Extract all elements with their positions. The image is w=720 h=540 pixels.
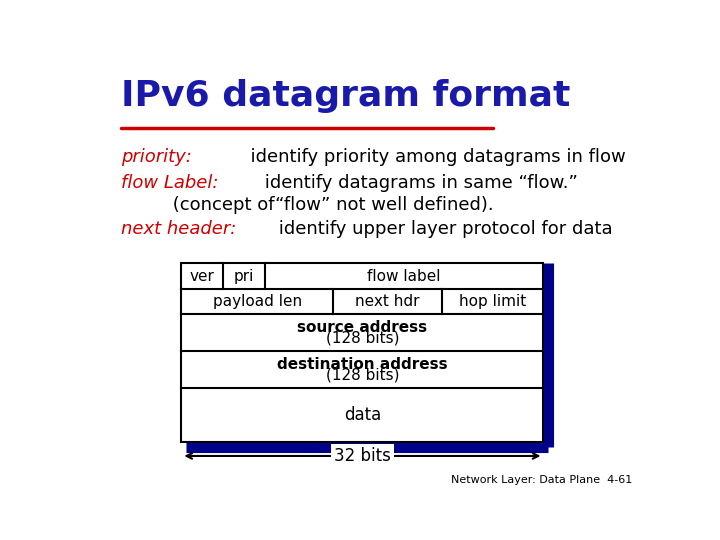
Text: data: data <box>343 406 381 424</box>
Text: source address: source address <box>297 320 428 335</box>
Text: Network Layer: Data Plane  4-61: Network Layer: Data Plane 4-61 <box>451 475 632 485</box>
Text: destination address: destination address <box>277 356 448 372</box>
Text: identify priority among datagrams in flow: identify priority among datagrams in flo… <box>239 148 626 166</box>
Text: 32 bits: 32 bits <box>334 447 391 465</box>
Text: IPv6 datagram format: IPv6 datagram format <box>121 79 570 113</box>
Text: flow Label:: flow Label: <box>121 174 218 192</box>
Text: identify datagrams in same “flow.”: identify datagrams in same “flow.” <box>259 174 578 192</box>
Text: ver: ver <box>190 268 215 284</box>
Text: hop limit: hop limit <box>459 294 526 309</box>
Text: (128 bits): (128 bits) <box>325 367 399 382</box>
Text: flow label: flow label <box>367 268 441 284</box>
Text: identify upper layer protocol for data: identify upper layer protocol for data <box>273 220 613 238</box>
Text: (128 bits): (128 bits) <box>325 330 399 346</box>
Text: next hdr: next hdr <box>356 294 420 309</box>
Bar <box>181 264 544 442</box>
Text: next header:: next header: <box>121 220 236 238</box>
Text: payload len: payload len <box>213 294 302 309</box>
Text: (concept of“flow” not well defined).: (concept of“flow” not well defined). <box>121 195 494 214</box>
Text: pri: pri <box>234 268 254 284</box>
Text: priority:: priority: <box>121 148 192 166</box>
